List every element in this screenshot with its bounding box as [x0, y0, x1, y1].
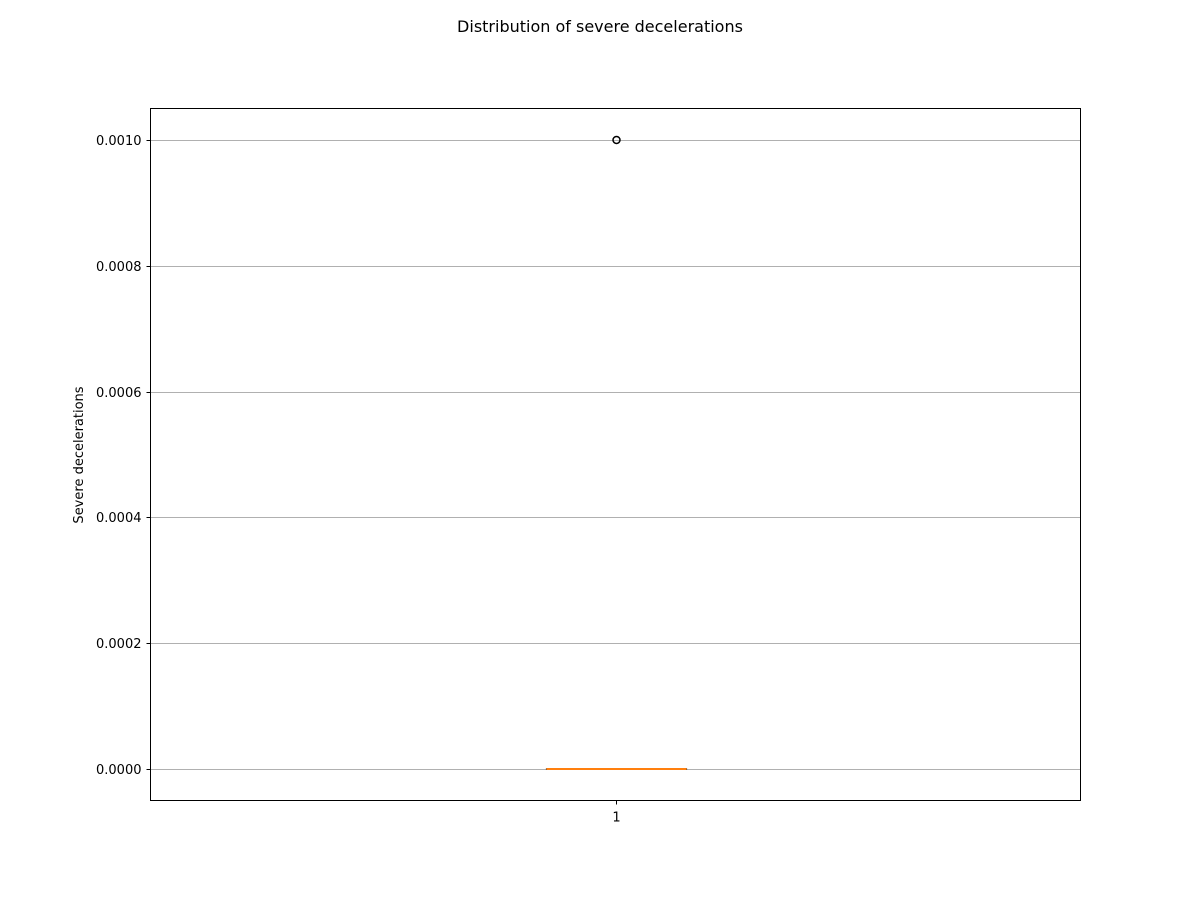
plot-area-marks [545, 135, 688, 771]
y-tick-label: 0.0000 [96, 763, 142, 778]
y-tick-label: 0.0004 [96, 511, 142, 526]
plot-frame [150, 108, 1081, 801]
y-axis: 0.0000 0.0002 0.0004 0.0006 0.0008 0.0010 [96, 134, 151, 778]
chart-title: Distribution of severe decelerations [457, 17, 743, 36]
y-tick-label: 0.0008 [96, 260, 142, 275]
x-axis: 1 [612, 800, 621, 826]
y-gridlines [150, 140, 1081, 770]
y-axis-label: Severe decelerations [72, 386, 87, 523]
y-tick-label: 0.0006 [96, 386, 142, 401]
y-tick-label: 0.0002 [96, 637, 142, 652]
y-tick-label: 0.0010 [96, 134, 142, 149]
outlier-point [612, 135, 621, 145]
x-tick-label: 1 [612, 811, 620, 826]
